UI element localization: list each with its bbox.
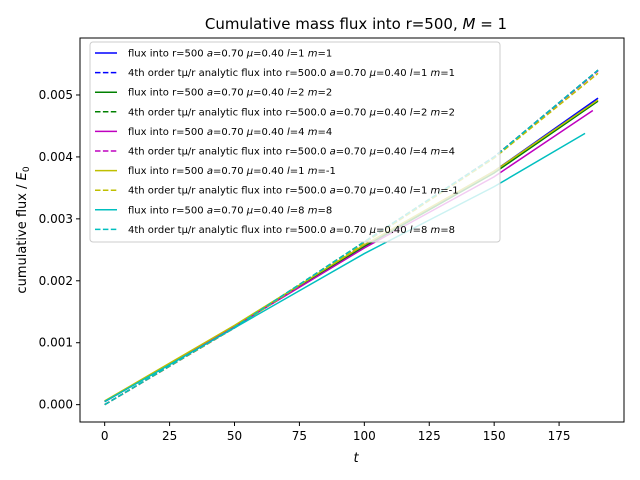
x-tick-label: 75	[292, 429, 307, 443]
legend-label: 4th order tμ/r analytic flux into r=500.…	[128, 68, 455, 79]
legend-label: flux into r=500 a=0.70 μ=0.40 l=1 m=-1	[128, 166, 336, 177]
axes-frame	[79, 37, 625, 423]
y-tick-label: 0.005	[39, 88, 73, 102]
x-tick-label: 0	[101, 429, 109, 443]
legend-label: 4th order tμ/r analytic flux into r=500.…	[128, 225, 455, 236]
legend-label: flux into r=500 a=0.70 μ=0.40 l=2 m=2	[128, 88, 332, 99]
legend-label: flux into r=500 a=0.70 μ=0.40 l=8 m=8	[128, 205, 332, 216]
chart-title: Cumulative mass flux into r=500, M = 1	[205, 15, 507, 33]
y-axis: 0.000 0.001 0.002 0.003 0.004 0.005	[39, 88, 80, 412]
x-tick-label: 50	[227, 429, 242, 443]
x-axis-label: t	[353, 451, 359, 466]
series-layer	[104, 69, 599, 406]
x-tick-label: 25	[162, 429, 177, 443]
y-tick-label: 0.001	[39, 336, 73, 350]
legend-label: 4th order tμ/r analytic flux into r=500.…	[128, 186, 459, 197]
series-line-8	[104, 72, 599, 406]
series-line-9	[104, 132, 586, 403]
legend-label: 4th order tμ/r analytic flux into r=500.…	[128, 107, 455, 118]
series-line-7	[104, 99, 599, 402]
x-tick-label: 150	[483, 429, 506, 443]
legend-label: 4th order tμ/r analytic flux into r=500.…	[128, 147, 455, 158]
legend-box	[89, 41, 501, 243]
y-tick-label: 0.003	[39, 212, 73, 226]
legend-label: flux into r=500 a=0.70 μ=0.40 l=4 m=4	[128, 127, 332, 138]
legend-label: flux into r=500 a=0.70 μ=0.40 l=1 m=1	[128, 49, 332, 60]
x-tick-label: 175	[548, 429, 571, 443]
x-tick-label: 125	[418, 429, 441, 443]
y-tick-label: 0.002	[39, 274, 73, 288]
x-axis: 0 25 50 75 100 125 150 175	[101, 422, 571, 443]
y-tick-label: 0.000	[39, 398, 73, 412]
y-axis-label: cumulative flux / E0	[15, 166, 32, 293]
series-line-10	[104, 69, 599, 406]
y-tick-label: 0.004	[39, 150, 73, 164]
legend: flux into r=500 a=0.70 μ=0.40 l=1 m=1 4th…	[89, 41, 501, 243]
x-tick-label: 100	[353, 429, 376, 443]
